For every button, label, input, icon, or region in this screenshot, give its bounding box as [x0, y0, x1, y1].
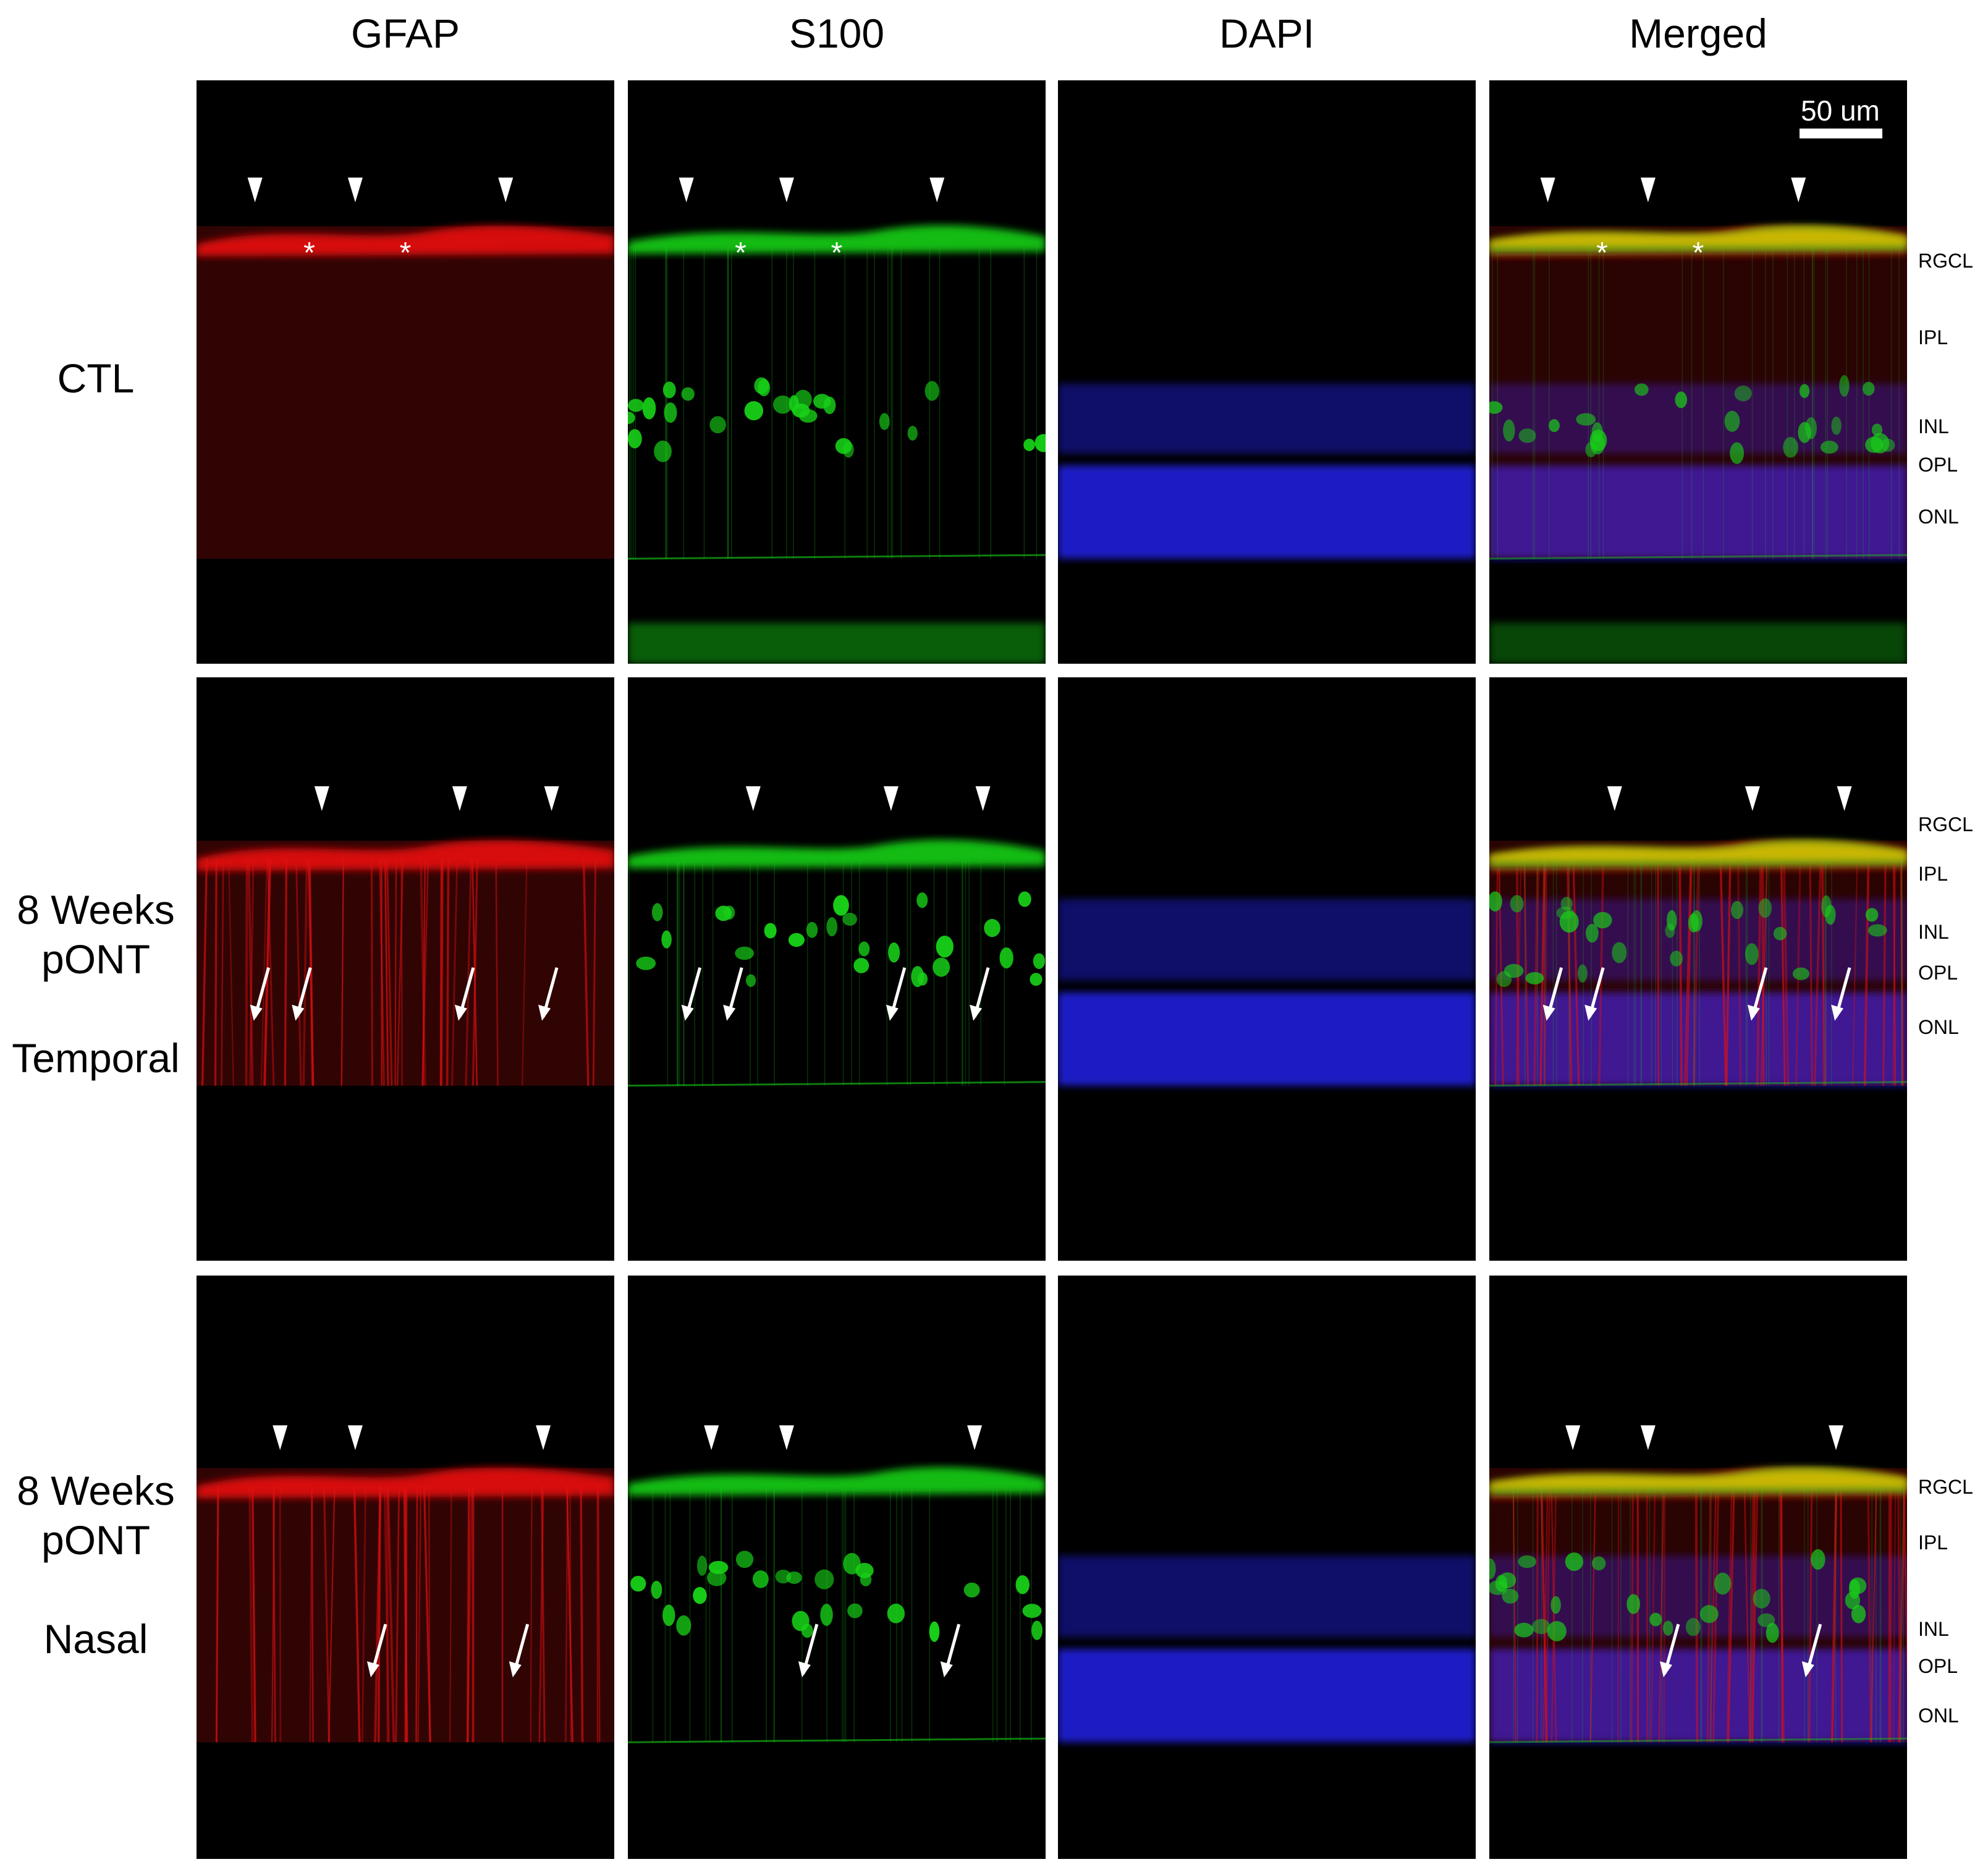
arrow-icon: [798, 1661, 811, 1678]
arrow-icon: [250, 1004, 263, 1021]
layer-label-inl: INL: [1918, 1618, 1949, 1640]
layer-label-onl: ONL: [1918, 506, 1959, 528]
arrowhead-icon: [975, 786, 991, 811]
panel-red-row2: [197, 677, 614, 1261]
arrowhead-icon: [273, 1425, 288, 1450]
arrow-icon: [723, 1004, 736, 1021]
arrowhead-icon: [779, 177, 794, 203]
arrowhead-icon: [314, 786, 329, 811]
asterisk-marker: *: [1596, 237, 1608, 269]
arrowhead-icon: [745, 786, 761, 811]
asterisk-marker: *: [735, 237, 747, 269]
layer-label-ipl: IPL: [1918, 1531, 1948, 1554]
panel-red-row3: [197, 1276, 614, 1859]
column-title-dapi: DAPI: [1219, 11, 1315, 56]
row-label-temporal-line1: 8 Weeks: [17, 887, 175, 933]
column-title-s100: S100: [789, 11, 885, 56]
arrowhead-icon: [679, 177, 694, 203]
arrowhead-icon: [704, 1425, 719, 1450]
arrowhead-icon: [1540, 177, 1555, 203]
layer-label-onl: ONL: [1918, 1704, 1959, 1727]
asterisk-marker: *: [1693, 237, 1704, 269]
arrowhead-icon: [967, 1425, 983, 1450]
column-title-gfap: GFAP: [350, 11, 460, 56]
arrowhead-icon: [452, 786, 467, 811]
arrowhead-icon: [929, 177, 945, 203]
layer-label-inl: INL: [1918, 415, 1949, 438]
arrow-icon: [292, 1004, 305, 1021]
layer-label-onl: ONL: [1918, 1016, 1959, 1038]
arrow-icon: [1584, 1004, 1597, 1021]
arrowhead-icon: [544, 786, 559, 811]
column-title-merged: Merged: [1629, 11, 1767, 56]
row-label-nasal-line1: 8 Weeks: [17, 1468, 175, 1513]
arrowhead-icon: [1745, 786, 1760, 811]
asterisk-marker: *: [831, 237, 843, 269]
scale-bar-label: 50 um: [1801, 95, 1880, 127]
panel-blue-row2: [1058, 677, 1476, 1261]
arrowhead-icon: [347, 1425, 363, 1450]
arrowhead-icon: [1607, 786, 1622, 811]
panel-merged-row3: [1489, 1276, 1907, 1859]
arrow-icon: [1831, 1004, 1844, 1021]
layer-label-ipl: IPL: [1918, 863, 1948, 885]
panel-blue-row1: [1058, 80, 1476, 664]
panel-blue-row3: [1058, 1276, 1476, 1859]
arrow-icon: [1801, 1661, 1814, 1678]
arrowhead-icon: [1791, 177, 1806, 203]
row-label-temporal-group: Temporal: [12, 1035, 180, 1081]
layer-label-opl: OPL: [1918, 1655, 1958, 1677]
row-label-temporal-line2: pONT: [41, 936, 151, 982]
arrowhead-icon: [1837, 786, 1852, 811]
arrow-icon: [1659, 1661, 1672, 1678]
arrowhead-icon: [1565, 1425, 1581, 1450]
layer-label-rgcl: RGCL: [1918, 813, 1973, 836]
panel-merged-row2: [1489, 677, 1907, 1261]
panel-green-row3: [628, 1276, 1046, 1859]
panel-green-row2: [628, 677, 1046, 1261]
arrowhead-icon: [1640, 1425, 1656, 1450]
layer-label-opl: OPL: [1918, 454, 1958, 476]
row-label-nasal-group: Nasal: [43, 1616, 148, 1662]
layer-label-opl: OPL: [1918, 962, 1958, 984]
arrow-icon: [970, 1004, 983, 1021]
arrowhead-icon: [247, 177, 263, 203]
arrow-icon: [454, 1004, 467, 1021]
arrowhead-icon: [1640, 177, 1656, 203]
asterisk-marker: *: [303, 237, 315, 269]
row-label-nasal-line2: pONT: [41, 1517, 151, 1563]
layer-label-rgcl: RGCL: [1918, 1476, 1973, 1498]
arrowhead-icon: [779, 1425, 794, 1450]
arrowhead-icon: [347, 177, 363, 203]
row-label-ctl: CTL: [57, 355, 135, 401]
arrowhead-icon: [498, 177, 514, 203]
panel-red-row1: * *: [197, 80, 614, 664]
arrow-icon: [1747, 1004, 1760, 1021]
arrowhead-icon: [883, 786, 899, 811]
arrowhead-icon: [1829, 1425, 1844, 1450]
layer-label-rgcl: RGCL: [1918, 250, 1973, 272]
arrow-icon: [940, 1661, 953, 1678]
arrow-icon: [538, 1004, 551, 1021]
layer-label-ipl: IPL: [1918, 326, 1948, 349]
asterisk-marker: *: [400, 237, 412, 269]
layer-label-inl: INL: [1918, 921, 1949, 943]
scale-bar: [1800, 129, 1882, 138]
arrow-icon: [366, 1661, 379, 1678]
panel-merged-row1: * *: [1489, 80, 1907, 664]
arrow-icon: [1542, 1004, 1555, 1021]
arrowhead-icon: [536, 1425, 551, 1450]
arrow-icon: [681, 1004, 694, 1021]
panel-green-row1: * *: [628, 80, 1046, 664]
arrow-icon: [509, 1661, 522, 1678]
arrow-icon: [886, 1004, 899, 1021]
